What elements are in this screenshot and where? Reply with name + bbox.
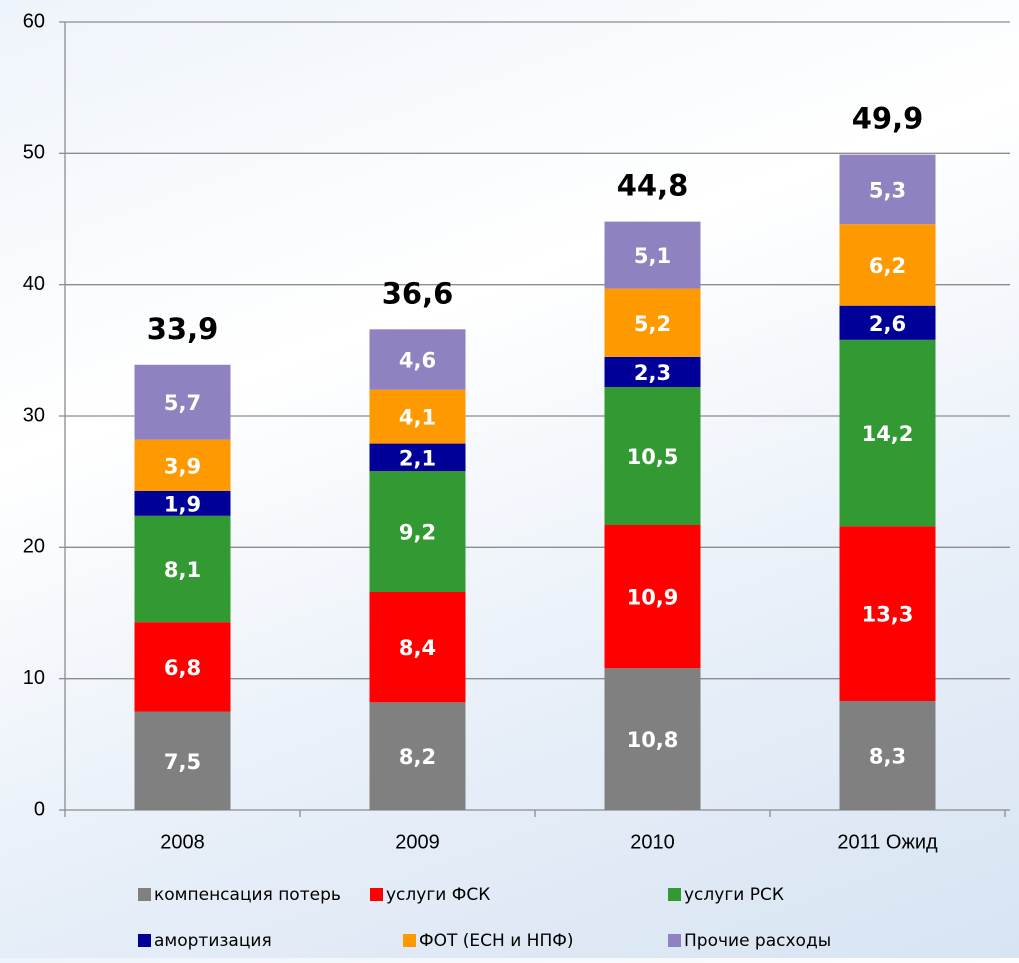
legend-label: услуги ФСК bbox=[386, 885, 490, 905]
bar-segment bbox=[604, 356, 701, 388]
bar-segment bbox=[839, 154, 936, 225]
value-label: 2,1 bbox=[399, 446, 436, 470]
bar-segment bbox=[839, 305, 936, 340]
value-label: 4,1 bbox=[399, 406, 436, 430]
bar-segment bbox=[839, 526, 936, 701]
value-label: 8,1 bbox=[164, 558, 201, 582]
value-label: 7,5 bbox=[164, 750, 201, 774]
legend-label: Прочие расходы bbox=[684, 931, 831, 951]
value-label: 10,8 bbox=[627, 728, 679, 752]
y-tick-label: 40 bbox=[23, 273, 45, 295]
bar-segment bbox=[134, 439, 231, 491]
value-label: 5,3 bbox=[869, 178, 906, 202]
bar-segment bbox=[134, 515, 231, 623]
value-label: 2,6 bbox=[869, 312, 906, 336]
value-label: 2,3 bbox=[634, 361, 671, 385]
bar-segment bbox=[369, 443, 466, 472]
bar-segment bbox=[369, 389, 466, 444]
value-label: 13,3 bbox=[862, 603, 914, 627]
bar-segment bbox=[839, 224, 936, 306]
bar-segment bbox=[604, 387, 701, 526]
value-label: 3,9 bbox=[164, 454, 201, 478]
legend-label: компенсация потерь bbox=[154, 885, 341, 905]
bar-segment bbox=[839, 700, 936, 810]
value-label: 14,2 bbox=[862, 422, 914, 446]
x-tick-label: 2010 bbox=[630, 831, 675, 853]
y-tick-label: 20 bbox=[23, 536, 45, 558]
y-tick-label: 50 bbox=[23, 142, 45, 164]
legend-label: услуги РСК bbox=[684, 885, 784, 905]
y-tick-label: 60 bbox=[23, 10, 45, 32]
value-label: 10,9 bbox=[627, 586, 679, 610]
bar-segment bbox=[604, 525, 701, 669]
bar-segment bbox=[369, 471, 466, 592]
bar-segment bbox=[604, 668, 701, 810]
bar-segment bbox=[604, 221, 701, 289]
bar-segment bbox=[134, 490, 231, 516]
legend-swatch bbox=[668, 888, 681, 901]
value-label: 5,1 bbox=[634, 244, 671, 268]
value-label: 8,4 bbox=[399, 636, 436, 660]
legend-swatch bbox=[138, 934, 151, 947]
value-label: 5,2 bbox=[634, 312, 671, 336]
legend-label: ФОТ (ЕСН и НПФ) bbox=[419, 931, 574, 951]
legend-swatch bbox=[138, 888, 151, 901]
value-label: 8,2 bbox=[399, 745, 436, 769]
value-label: 10,5 bbox=[627, 445, 679, 469]
total-label: 36,6 bbox=[382, 276, 454, 310]
bar-segment bbox=[604, 288, 701, 357]
bar-segment bbox=[134, 364, 231, 440]
y-tick-label: 10 bbox=[23, 667, 45, 689]
bar-segment bbox=[839, 339, 936, 527]
value-label: 6,8 bbox=[164, 656, 201, 680]
x-tick-label: 2009 bbox=[395, 831, 440, 853]
value-label: 4,6 bbox=[399, 349, 436, 373]
x-tick-label: 2008 bbox=[160, 831, 205, 853]
total-label: 33,9 bbox=[147, 312, 219, 346]
bar-segment bbox=[134, 622, 231, 712]
bar-segment bbox=[369, 329, 466, 390]
value-label: 1,9 bbox=[164, 492, 201, 516]
y-tick-label: 30 bbox=[23, 404, 45, 426]
value-label: 8,3 bbox=[869, 744, 906, 768]
value-label: 6,2 bbox=[869, 254, 906, 278]
legend-swatch bbox=[370, 888, 383, 901]
bar-segment bbox=[369, 702, 466, 810]
value-label: 9,2 bbox=[399, 521, 436, 545]
legend-swatch bbox=[668, 934, 681, 947]
y-tick-label: 0 bbox=[34, 798, 45, 820]
x-tick-label: 2011 Ожид bbox=[837, 831, 938, 853]
legend-swatch bbox=[403, 934, 416, 947]
total-label: 49,9 bbox=[852, 102, 924, 136]
bar-segment bbox=[134, 711, 231, 810]
value-label: 5,7 bbox=[164, 391, 201, 415]
legend-label: амортизация bbox=[154, 931, 272, 951]
bar-segment bbox=[369, 591, 466, 703]
total-label: 44,8 bbox=[617, 169, 689, 203]
